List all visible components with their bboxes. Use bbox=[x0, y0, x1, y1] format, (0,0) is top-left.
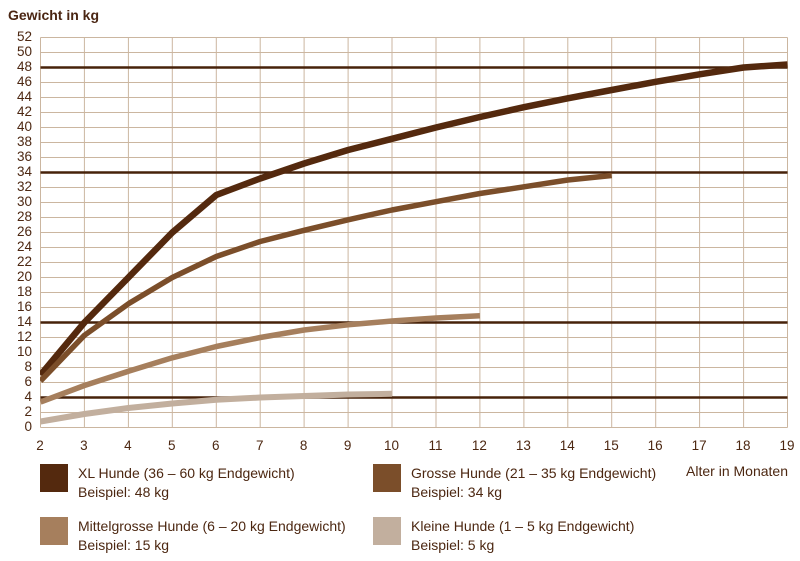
x-axis-label: Alter in Monaten bbox=[686, 463, 788, 479]
legend-swatch-xl-hunde bbox=[40, 464, 68, 492]
legend-item-grosse-hunde: Grosse Hunde (21 – 35 kg Endgewicht) Bei… bbox=[373, 464, 656, 502]
legend-label-xl-hunde: XL Hunde (36 – 60 kg Endgewicht) bbox=[78, 465, 295, 481]
x-tick-label-15: 15 bbox=[603, 438, 619, 453]
growth-curve-0 bbox=[40, 61, 788, 378]
legend-item-kleine-hunde: Kleine Hunde (1 – 5 kg Endgewicht) Beisp… bbox=[373, 517, 634, 555]
y-tick-label-20: 20 bbox=[16, 269, 32, 284]
x-tick-label-19: 19 bbox=[779, 438, 795, 453]
x-tick-label-17: 17 bbox=[691, 438, 707, 453]
legend-label-grosse-hunde: Grosse Hunde (21 – 35 kg Endgewicht) bbox=[411, 465, 657, 481]
y-tick-label-8: 8 bbox=[24, 359, 32, 374]
y-tick-label-48: 48 bbox=[16, 59, 32, 74]
growth-curve-1 bbox=[40, 172, 612, 383]
legend-example-kleine-hunde: Beispiel: 5 kg bbox=[411, 537, 495, 553]
y-tick-label-52: 52 bbox=[16, 29, 32, 44]
legend-swatch-mittelgrosse-hunde bbox=[40, 517, 68, 545]
legend-item-xl-hunde: XL Hunde (36 – 60 kg Endgewicht) Beispie… bbox=[40, 464, 295, 502]
x-tick-label-9: 9 bbox=[343, 438, 352, 453]
growth-curve-2 bbox=[40, 313, 481, 405]
growth-chart-plot bbox=[40, 37, 788, 428]
y-tick-label-22: 22 bbox=[16, 254, 32, 269]
y-tick-label-18: 18 bbox=[16, 284, 32, 299]
x-tick-label-3: 3 bbox=[80, 438, 88, 453]
x-tick-label-13: 13 bbox=[515, 438, 531, 453]
y-tick-label-46: 46 bbox=[16, 74, 32, 89]
growth-curve-3 bbox=[40, 390, 393, 425]
y-tick-label-36: 36 bbox=[16, 149, 32, 164]
x-tick-label-2: 2 bbox=[36, 438, 44, 453]
x-tick-label-8: 8 bbox=[299, 438, 308, 453]
x-tick-label-4: 4 bbox=[124, 438, 132, 453]
legend-item-mittelgrosse-hunde: Mittelgrosse Hunde (6 – 20 kg Endgewicht… bbox=[40, 517, 346, 555]
x-tick-label-18: 18 bbox=[735, 438, 751, 453]
y-tick-label-12: 12 bbox=[16, 329, 32, 344]
y-tick-label-26: 26 bbox=[16, 224, 32, 239]
legend-label-mittelgrosse-hunde: Mittelgrosse Hunde (6 – 20 kg Endgewicht… bbox=[78, 518, 346, 534]
y-tick-label-6: 6 bbox=[24, 374, 32, 389]
y-tick-label-40: 40 bbox=[16, 119, 32, 134]
y-tick-label-10: 10 bbox=[16, 344, 32, 359]
y-tick-label-34: 34 bbox=[16, 164, 32, 179]
y-tick-label-24: 24 bbox=[16, 239, 32, 254]
x-tick-label-16: 16 bbox=[647, 438, 663, 453]
x-tick-label-7: 7 bbox=[255, 438, 264, 453]
y-tick-label-30: 30 bbox=[16, 194, 32, 209]
x-tick-label-6: 6 bbox=[211, 438, 220, 453]
chart-title: Gewicht in kg bbox=[8, 7, 100, 23]
legend-swatch-grosse-hunde bbox=[373, 464, 401, 492]
y-tick-label-38: 38 bbox=[16, 134, 32, 149]
y-tick-label-2: 2 bbox=[24, 404, 32, 419]
y-tick-label-42: 42 bbox=[16, 104, 32, 119]
x-tick-label-11: 11 bbox=[428, 438, 443, 453]
legend-example-mittelgrosse-hunde: Beispiel: 15 kg bbox=[78, 537, 170, 553]
legend-label-kleine-hunde: Kleine Hunde (1 – 5 kg Endgewicht) bbox=[411, 518, 635, 534]
legend-example-grosse-hunde: Beispiel: 34 kg bbox=[411, 484, 503, 500]
y-tick-label-4: 4 bbox=[24, 389, 32, 404]
y-tick-label-0: 0 bbox=[24, 419, 32, 434]
y-tick-label-32: 32 bbox=[16, 179, 32, 194]
y-tick-label-44: 44 bbox=[16, 89, 32, 104]
x-tick-label-10: 10 bbox=[384, 438, 400, 453]
legend-swatch-kleine-hunde bbox=[373, 517, 401, 545]
x-tick-label-12: 12 bbox=[471, 438, 487, 453]
y-tick-label-14: 14 bbox=[16, 314, 32, 329]
x-tick-label-14: 14 bbox=[559, 438, 575, 453]
legend-example-xl-hunde: Beispiel: 48 kg bbox=[78, 484, 170, 500]
y-tick-label-28: 28 bbox=[16, 209, 32, 224]
x-tick-label-5: 5 bbox=[168, 438, 176, 453]
y-tick-label-16: 16 bbox=[16, 299, 32, 314]
y-tick-label-50: 50 bbox=[16, 44, 32, 59]
